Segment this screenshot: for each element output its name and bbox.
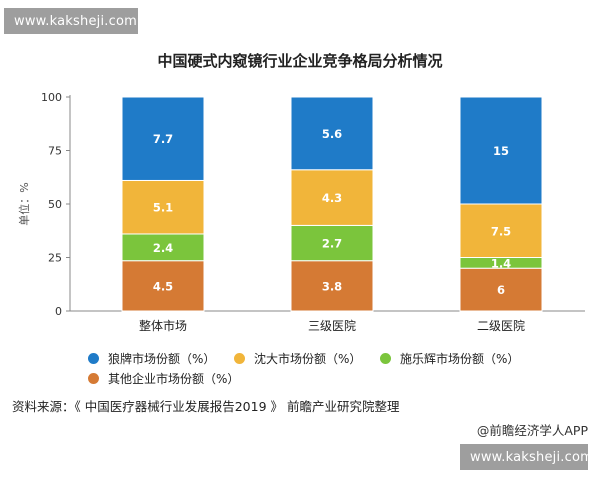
watermark-bottom: www.kaksheji.com: [460, 444, 593, 470]
bar-value-label: 5.6: [322, 127, 342, 141]
legend-item-shenda: 沈大市场份额（%）: [234, 350, 361, 367]
legend-dot-shileyuhui: [380, 353, 391, 364]
legend-item-shileyuhui: 施乐辉市场份额（%）: [380, 350, 519, 367]
legend-dot-shenda: [234, 353, 245, 364]
legend-item-langpai: 狼牌市场份额（%）: [88, 350, 215, 367]
bar-value-label: 7.7: [153, 132, 173, 146]
bar-segment: [459, 203, 543, 258]
y-tick-label: 100: [41, 91, 62, 104]
x-tick-label: 整体市场: [139, 318, 187, 333]
bar-segment: [459, 96, 543, 205]
bar-value-label: 15: [493, 144, 509, 158]
bar-segment: [459, 267, 543, 312]
y-axis-label: 单位：%: [17, 182, 31, 225]
bar-value-label: 2.4: [153, 241, 173, 255]
y-tick-label: 75: [48, 145, 62, 158]
y-tick-label: 25: [48, 252, 62, 265]
bar-value-label: 4.3: [322, 191, 342, 205]
bar-value-label: 7.5: [491, 224, 511, 238]
y-tick-label: 0: [55, 305, 62, 318]
legend-label-other: 其他企业市场份额（%）: [108, 372, 240, 386]
x-axis-labels: 整体市场 三级医院 二级医院: [139, 318, 525, 333]
bar-value-label: 3.8: [322, 279, 342, 293]
x-tick-label: 二级医院: [477, 319, 525, 333]
legend-dot-langpai: [88, 353, 99, 364]
x-tick-label: 三级医院: [308, 319, 356, 333]
bar-value-label: 5.1: [153, 201, 173, 215]
bar-value-label: 4.5: [153, 279, 173, 293]
bar-segment: [121, 96, 205, 181]
bar-segment: [290, 260, 374, 312]
legend-dot-other: [88, 373, 99, 384]
watermark-top: www.kaksheji.com: [4, 8, 138, 34]
legend-label-langpai: 狼牌市场份额（%）: [108, 352, 216, 366]
bar-segment: [121, 233, 205, 262]
bar-value-label: 6: [497, 283, 505, 297]
bar-segment: [121, 260, 205, 312]
legend-label-shileyuhui: 施乐辉市场份额（%）: [400, 352, 520, 366]
legend-label-shenda: 沈大市场份额（%）: [254, 352, 362, 366]
stacked-bar-chart: 0 25 50 75 100 4.5 2.4 5.1 7.7 3.8 2.7 4.3 5.6 6 1.4 7…: [17, 91, 585, 333]
y-tick-label: 50: [48, 198, 62, 211]
bar-segment: [121, 179, 205, 235]
bar-segment: [290, 169, 374, 226]
source-note: 资料来源：《 中国医疗器械行业发展报告2019 》 前瞻产业研究院整理: [12, 399, 400, 414]
chart-bars: 4.5 2.4 5.1 7.7 3.8 2.7 4.3 5.6 6 1.4 7.5 15: [121, 96, 543, 312]
bar-value-label: 2.7: [322, 237, 342, 251]
legend-item-other: 其他企业市场份额（%）: [88, 370, 239, 387]
bar-segment: [290, 96, 374, 171]
credit-note: @前瞻经济学人APP: [476, 423, 588, 438]
chart-title: 中国硬式内窥镜行业企业竞争格局分析情况: [157, 52, 443, 70]
bar-value-label: 1.4: [491, 256, 511, 270]
